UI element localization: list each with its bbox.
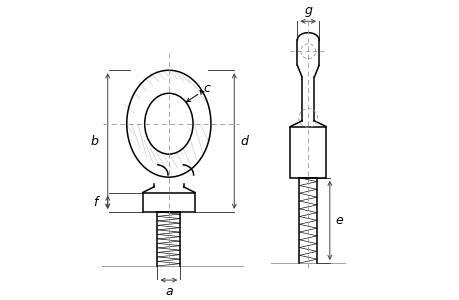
Ellipse shape: [127, 70, 211, 177]
Bar: [290, 127, 325, 178]
Text: f: f: [93, 196, 97, 209]
Text: a: a: [165, 285, 172, 298]
Bar: [142, 193, 195, 212]
Ellipse shape: [145, 93, 193, 154]
Text: d: d: [240, 135, 247, 148]
Text: e: e: [334, 214, 342, 227]
Text: g: g: [303, 4, 312, 17]
Text: b: b: [91, 135, 99, 148]
Text: c: c: [186, 82, 209, 102]
